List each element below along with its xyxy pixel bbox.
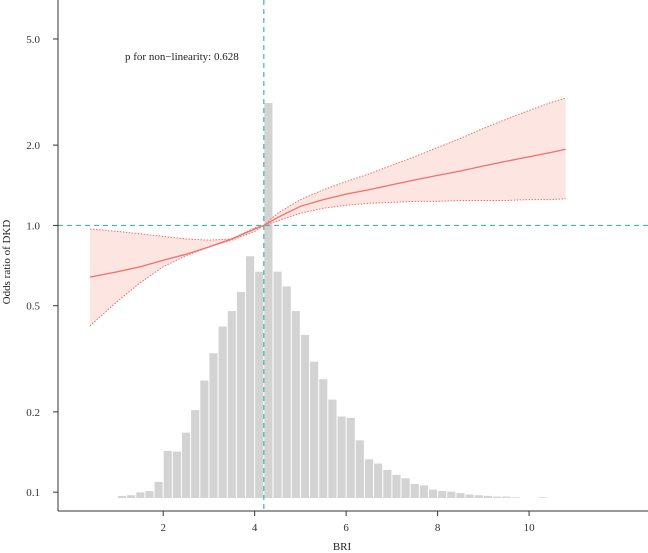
- x-tick-label: 6: [343, 522, 349, 534]
- histogram-bar: [447, 491, 456, 498]
- histogram-bar: [410, 483, 419, 498]
- x-tick-label: 10: [524, 522, 536, 534]
- histogram-bar: [209, 353, 218, 498]
- histogram-bar: [456, 493, 465, 498]
- histogram-bar: [273, 271, 282, 498]
- histogram-bar: [401, 478, 410, 498]
- confidence-band: [89, 97, 566, 327]
- axes: 2 4 6 8 10 0.1 0.2 0.5 1.0 2.0 5.0: [26, 0, 648, 534]
- x-tick-label: 8: [435, 522, 441, 534]
- y-tick-label: 5.0: [26, 34, 40, 46]
- histogram-bar: [428, 489, 438, 498]
- histogram-bar: [127, 495, 136, 498]
- histogram-bar: [181, 432, 191, 498]
- histogram: [117, 103, 547, 498]
- ci-band-fill: [90, 98, 566, 326]
- histogram-bar: [465, 494, 474, 498]
- nonlinearity-annotation: p for non−linearity: 0.628: [125, 51, 239, 63]
- histogram-bar: [246, 256, 255, 498]
- histogram-bar: [255, 271, 264, 498]
- histogram-bar: [328, 399, 337, 498]
- odds-ratio-line: [89, 148, 566, 278]
- histogram-bar: [145, 490, 154, 498]
- y-tick-label: 0.1: [26, 487, 40, 499]
- histogram-bar: [337, 416, 346, 498]
- histogram-bar: [438, 490, 447, 498]
- ci-lower-line: [89, 198, 566, 327]
- histogram-bar: [483, 495, 492, 498]
- histogram-bar: [117, 495, 127, 498]
- histogram-bar: [154, 481, 163, 498]
- histogram-bar: [282, 286, 291, 498]
- histogram-bar: [374, 463, 383, 498]
- histogram-bar: [136, 492, 145, 498]
- y-tick-label: 0.5: [26, 301, 40, 313]
- x-axis-title: BRI: [333, 541, 352, 553]
- histogram-bar: [218, 326, 227, 498]
- y-axis-title: Odds ratio of DKD: [1, 220, 13, 305]
- histogram-bar: [264, 103, 273, 498]
- histogram-bar: [191, 410, 200, 498]
- histogram-bar: [163, 450, 172, 498]
- histogram-bar: [310, 361, 319, 498]
- histogram-bar: [502, 496, 511, 498]
- histogram-bar: [346, 417, 355, 498]
- histogram-bar: [319, 379, 328, 498]
- histogram-bar: [236, 292, 246, 498]
- histogram-bar: [227, 311, 236, 498]
- x-tick-label: 2: [160, 522, 166, 534]
- reference-lines: [58, 0, 648, 511]
- y-tick-label: 0.2: [26, 407, 40, 419]
- x-tick-label: 4: [252, 522, 258, 534]
- y-tick-label: 1.0: [26, 220, 40, 232]
- histogram-bar: [291, 311, 300, 498]
- histogram-bar: [474, 495, 483, 498]
- histogram-bar: [364, 459, 374, 498]
- histogram-bar: [355, 440, 364, 498]
- histogram-bar: [492, 496, 502, 498]
- ci-upper-line: [89, 97, 566, 241]
- histogram-bar: [511, 497, 520, 498]
- histogram-bar: [383, 469, 392, 498]
- histogram-bar: [419, 485, 428, 498]
- y-tick-label: 2.0: [26, 140, 40, 152]
- histogram-bar: [172, 451, 181, 498]
- histogram-bar: [300, 334, 310, 498]
- odds-ratio-curve: [89, 148, 566, 278]
- histogram-bar: [200, 380, 209, 498]
- histogram-bar: [538, 497, 547, 498]
- histogram-bar: [392, 474, 401, 498]
